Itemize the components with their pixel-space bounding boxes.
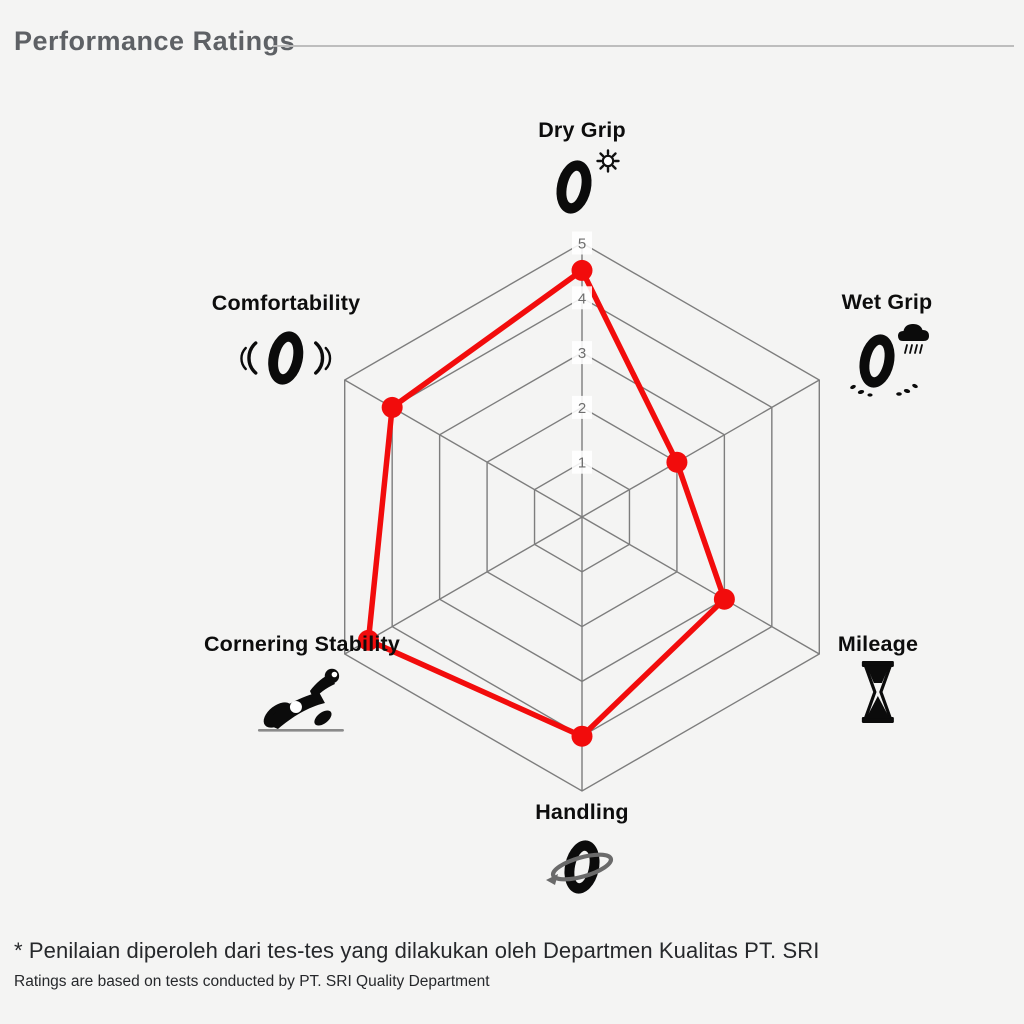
footnote-english: Ratings are based on tests conducted by … xyxy=(14,973,490,990)
tick-label-5: 5 xyxy=(578,236,586,253)
data-point-cornering-stability xyxy=(357,629,379,651)
data-point-dry-grip xyxy=(571,259,593,281)
tick-backdrop-2 xyxy=(572,395,592,419)
tick-label-4: 4 xyxy=(578,290,586,307)
tick-backdrop-4 xyxy=(572,286,592,310)
tick-label-2: 2 xyxy=(578,400,586,417)
data-point-handling xyxy=(571,725,593,747)
page-title: Performance Ratings xyxy=(14,26,296,56)
axis-spoke-1 xyxy=(581,379,820,518)
axis-spoke-2 xyxy=(581,516,820,655)
tick-label-1: 1 xyxy=(578,455,586,472)
tick-backdrop-1 xyxy=(572,450,592,474)
data-point-wet-grip xyxy=(666,451,688,473)
tick-backdrop-5 xyxy=(572,231,592,255)
data-point-comfortability xyxy=(381,396,403,418)
data-polygon xyxy=(365,267,728,739)
data-point-mileage xyxy=(713,588,735,610)
tick-label-3: 3 xyxy=(578,345,586,362)
footnote-indonesian: * Penilaian diperoleh dari tes-tes yang … xyxy=(14,938,820,963)
axis-spoke-5 xyxy=(344,379,583,518)
title-divider xyxy=(273,45,1014,47)
tick-backdrop-3 xyxy=(572,341,592,365)
axis-spoke-4 xyxy=(344,516,583,655)
